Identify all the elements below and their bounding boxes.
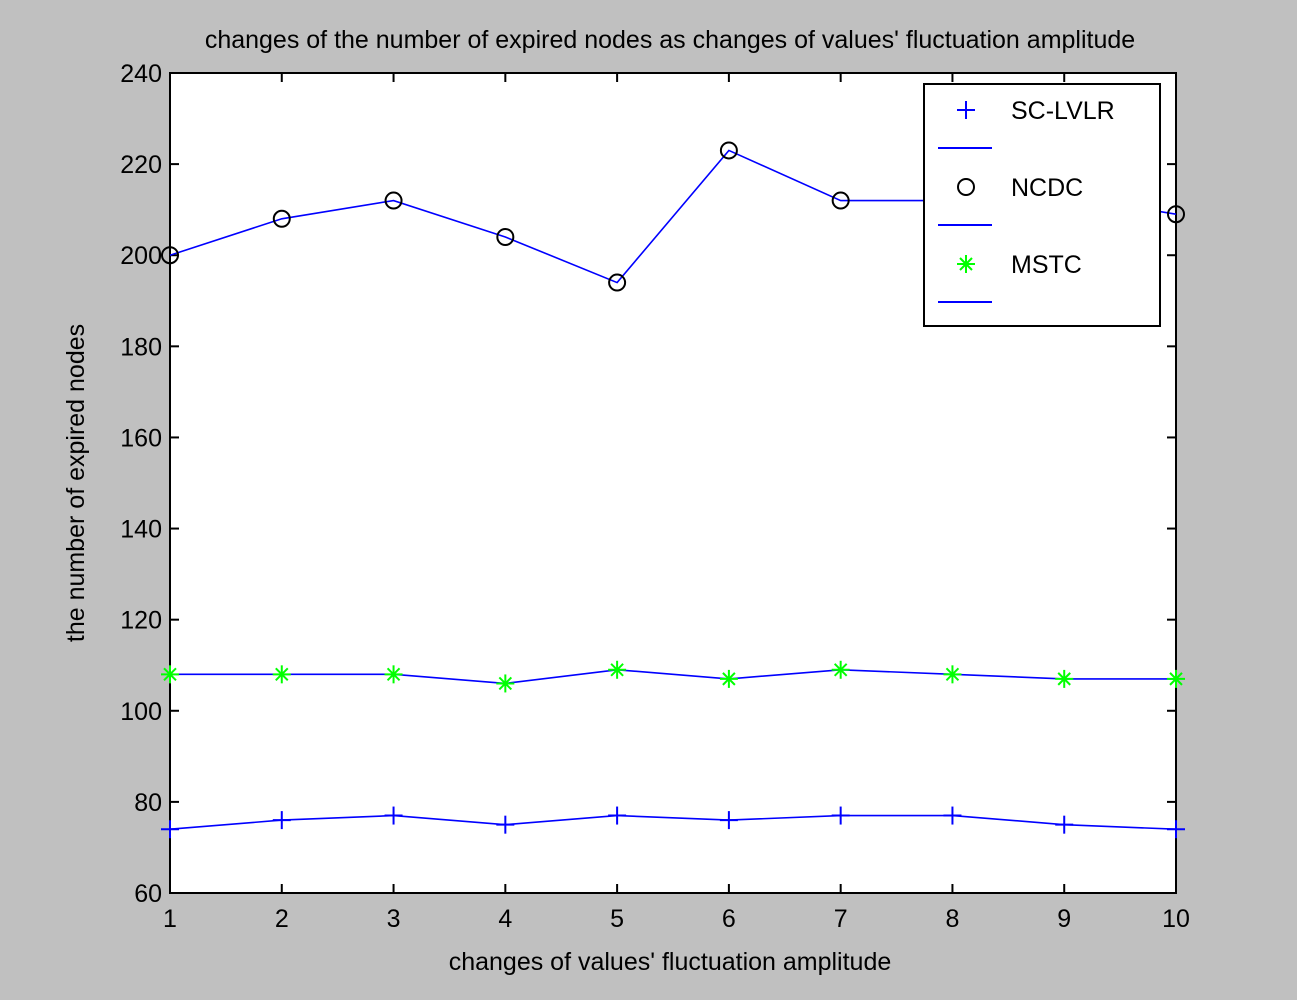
data-point-mstc-d2	[610, 663, 624, 677]
y-tick-label: 180	[120, 333, 162, 361]
y-tick-label: 140	[120, 516, 162, 544]
data-point-mstc	[608, 660, 627, 679]
data-point-sc-lvlr	[161, 820, 179, 839]
legend-marker-mstc-d2	[959, 257, 973, 271]
x-axis-label: changes of values' fluctuation amplitude	[449, 948, 892, 976]
data-point-sc-lvlr	[719, 811, 738, 830]
x-tick-label: 2	[275, 905, 289, 933]
data-point-mstc-d2	[722, 672, 736, 686]
data-point-sc-lvlr	[608, 806, 627, 825]
data-point-mstc	[272, 665, 291, 684]
data-point-mstc-d2	[163, 667, 177, 682]
data-point-mstc	[1055, 669, 1074, 688]
x-tick-label: 8	[945, 905, 959, 933]
legend: SC-LVLR NCDC MSTC	[923, 83, 1161, 327]
x-tick-label: 4	[498, 905, 512, 933]
axis-ticks: 1 2 3 4 5 6 7 8 9 10 60 80 100 120 140 160 180 200 220 240	[120, 60, 1190, 933]
legend-label-sc-lvlr: SC-LVLR	[1011, 97, 1115, 125]
legend-entry-ncdc: NCDC	[938, 174, 1083, 226]
series-sc-lvlr	[161, 806, 1185, 839]
data-point-sc-lvlr	[496, 815, 515, 834]
x-tick-label: 9	[1057, 905, 1071, 933]
data-point-ncdc	[161, 246, 179, 265]
data-point-ncdc	[1167, 205, 1185, 224]
y-tick-label: 120	[120, 607, 162, 635]
legend-marker-sc-lvlr	[957, 101, 975, 119]
data-point-mstc-d2	[833, 663, 848, 677]
x-tick-label: 5	[610, 905, 624, 933]
data-point-mstc-d2	[386, 667, 401, 682]
y-tick-label: 100	[120, 698, 162, 726]
data-point-ncdc	[608, 273, 627, 292]
y-tick-label: 220	[120, 151, 162, 179]
data-point-ncdc	[496, 228, 515, 246]
data-point-mstc	[161, 665, 179, 684]
series-mstc	[161, 660, 1185, 693]
series-line-mstc	[170, 668, 1176, 685]
y-tick-label: 160	[120, 424, 162, 452]
legend-marker-mstc	[957, 255, 975, 273]
y-tick-label: 240	[120, 60, 162, 88]
data-point-mstc-d2	[1057, 672, 1071, 686]
legend-box	[923, 83, 1161, 327]
legend-entries: SC-LVLR NCDC MSTC	[938, 97, 1115, 303]
series-line-sc-lvlr	[169, 814, 1177, 831]
x-tick-label: 10	[1162, 905, 1190, 933]
data-point-mstc	[719, 669, 738, 688]
data-point-mstc	[496, 674, 515, 693]
y-tick-label: 200	[120, 242, 162, 270]
x-tick-label: 1	[163, 905, 177, 933]
y-tick-label: 80	[134, 789, 162, 817]
legend-marker-ncdc	[957, 178, 975, 196]
y-tick-label: 60	[134, 880, 162, 908]
data-point-mstc	[1167, 669, 1185, 688]
data-point-sc-lvlr	[1055, 815, 1074, 834]
data-point-ncdc	[719, 141, 738, 160]
y-axis-label: the number of expired nodes	[62, 324, 90, 642]
data-point-ncdc	[831, 191, 850, 210]
data-point-mstc-d2	[275, 667, 289, 682]
data-point-mstc	[831, 660, 850, 679]
data-point-mstc	[943, 665, 962, 684]
data-point-mstc-d2	[498, 676, 513, 691]
data-point-mstc	[384, 665, 403, 684]
legend-label-mstc: MSTC	[1011, 251, 1082, 279]
data-point-sc-lvlr	[831, 806, 850, 825]
x-tick-label: 7	[834, 905, 848, 933]
data-point-ncdc	[272, 209, 291, 228]
x-tick-label: 6	[722, 905, 736, 933]
chart-title: changes of the number of expired nodes a…	[205, 26, 1135, 54]
data-point-mstc-d2	[1169, 672, 1183, 686]
legend-label-ncdc: NCDC	[1011, 174, 1083, 202]
data-point-sc-lvlr	[943, 806, 962, 825]
data-point-sc-lvlr	[1167, 820, 1185, 839]
data-point-ncdc	[384, 191, 403, 210]
x-tick-label: 3	[387, 905, 401, 933]
legend-entry-sc-lvlr: SC-LVLR	[938, 97, 1115, 149]
data-point-sc-lvlr	[272, 811, 291, 830]
data-point-mstc-d2	[945, 667, 960, 682]
data-point-sc-lvlr	[384, 806, 403, 825]
legend-entry-mstc: MSTC	[938, 251, 1082, 303]
